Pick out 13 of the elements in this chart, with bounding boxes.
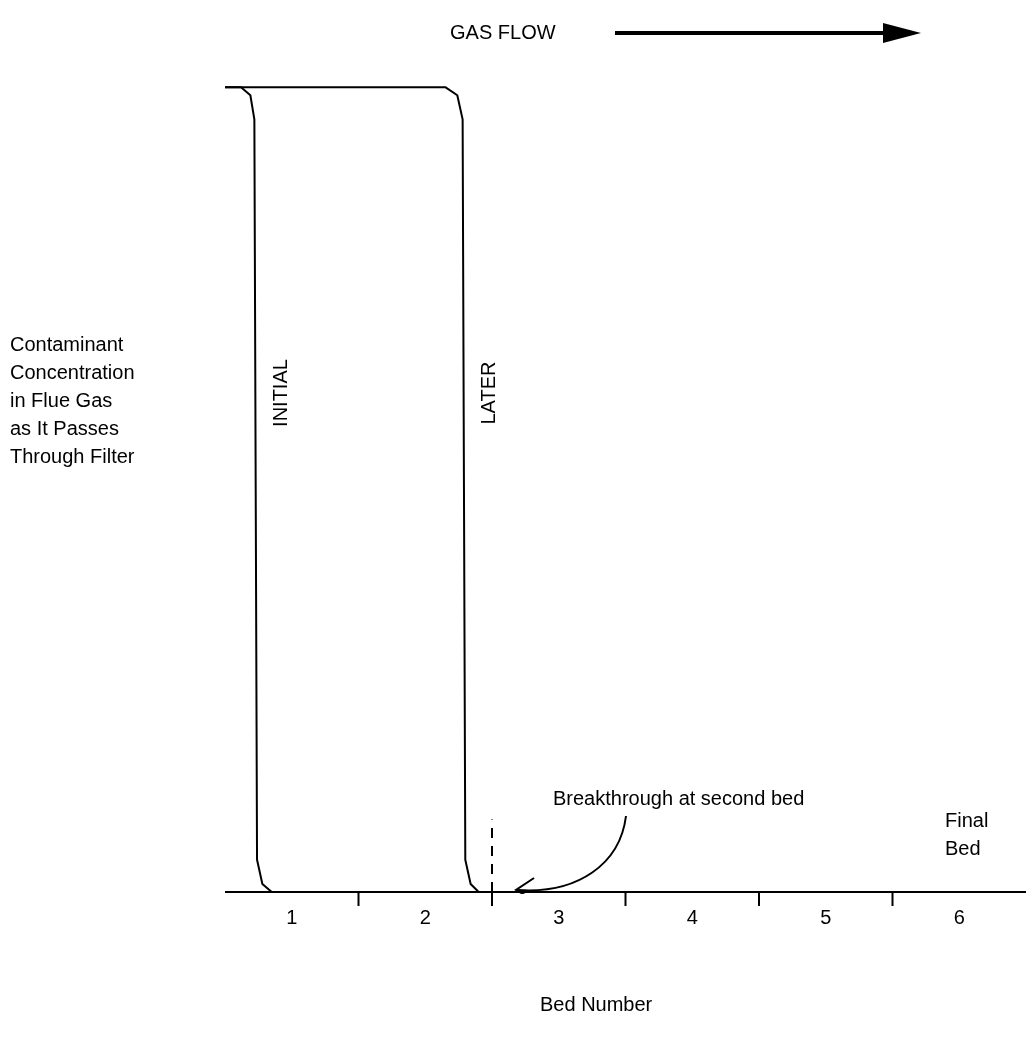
x-tick-label: 2 xyxy=(419,906,431,928)
x-tick-label: 4 xyxy=(686,906,698,928)
y-axis-title: Contaminant Concentration in Flue Gas as It Passes Through Filter xyxy=(10,332,136,469)
annotation: Final Bed xyxy=(945,808,989,861)
x-tick-label: 3 xyxy=(553,906,565,928)
x-tick-label: 5 xyxy=(820,906,832,928)
text: LATER xyxy=(477,361,500,425)
annotation: Breakthrough at second bed xyxy=(553,786,805,811)
text: INITIAL xyxy=(269,359,292,427)
x-tick-label: 1 xyxy=(286,906,298,928)
text: GAS FLOW xyxy=(450,20,556,45)
x-axis-title: Bed Number xyxy=(540,992,653,1017)
x-tick-label: 6 xyxy=(953,906,965,928)
